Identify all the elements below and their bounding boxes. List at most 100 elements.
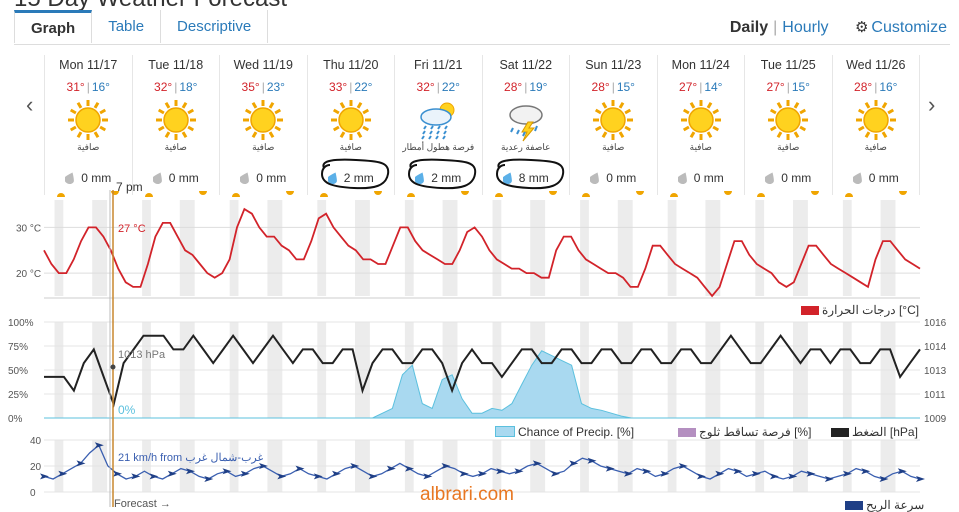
wind-direction-arrow xyxy=(916,476,925,482)
thunder-icon xyxy=(504,98,548,142)
sun-icon xyxy=(679,98,723,142)
customize-button[interactable]: ⚙ Customize xyxy=(855,19,947,36)
next-days-arrow-icon[interactable]: › xyxy=(928,92,936,117)
wind-direction-arrow xyxy=(58,470,68,477)
snow-legend[interactable]: فرصة تساقط ثلوج [%] xyxy=(678,425,811,439)
night-band xyxy=(179,200,195,296)
now-precip-label: 0% xyxy=(118,403,136,417)
y-tick-label: 25% xyxy=(8,390,28,401)
view-tabs: Graph Table Descriptive xyxy=(14,10,950,45)
precip-value: 0 mm xyxy=(256,171,287,185)
sun-icon xyxy=(766,98,810,142)
y-tick-label: 1009 xyxy=(924,414,947,425)
precip-amount: 0 mm xyxy=(833,171,920,185)
precip-amount: 0 mm xyxy=(133,171,220,185)
wind-direction-arrow xyxy=(277,473,287,480)
precip-amount: 0 mm xyxy=(220,171,307,185)
temp-separator: | xyxy=(174,80,178,94)
day-card[interactable]: Mon 11/24 27° | 14° صافية 0 mm xyxy=(658,55,745,197)
daily-toggle[interactable]: Daily xyxy=(729,19,769,36)
day-temps: 28° | 15° xyxy=(570,80,657,95)
wind-direction-arrow xyxy=(897,468,907,475)
wind-legend[interactable]: سرعة الريح xyxy=(845,498,924,512)
precip-value: 0 mm xyxy=(693,171,724,185)
raindrop-icon xyxy=(65,171,81,185)
y-tick-label: 0 xyxy=(30,488,36,499)
precip-amount: 0 mm xyxy=(570,171,657,185)
sunrise-sunset-markers xyxy=(669,191,732,197)
raindrop-icon xyxy=(240,171,256,185)
wind-direction-arrow xyxy=(459,470,469,477)
sunrise-sunset-markers xyxy=(144,191,207,197)
precip-legend-label: Chance of Precip. [%] xyxy=(518,425,635,439)
pressure-legend-swatch xyxy=(831,428,849,437)
night-band xyxy=(404,200,414,296)
precip-legend[interactable]: Chance of Precip. [%] xyxy=(495,425,634,439)
night-band xyxy=(317,200,327,296)
day-temps: 31° | 16° xyxy=(45,80,132,95)
low-temp: 23° xyxy=(266,80,285,94)
pressure-legend[interactable]: الضغط [hPa] xyxy=(831,425,918,439)
night-band xyxy=(880,200,896,296)
low-temp: 22° xyxy=(354,80,373,94)
raindrop-icon xyxy=(852,171,869,185)
precip-value: 8 mm xyxy=(518,171,549,185)
day-card[interactable]: Tue 11/25 27° | 15° صافية 0 mm xyxy=(745,55,833,197)
y-tick-label: 30 °C xyxy=(16,223,41,234)
high-temp: 28° xyxy=(591,80,610,94)
wind-direction-arrow xyxy=(441,463,451,469)
day-name: Sun 11/23 xyxy=(585,58,642,72)
wind-direction-arrow xyxy=(733,468,743,475)
day-name: Tue 11/25 xyxy=(760,58,816,72)
night-band xyxy=(142,200,151,296)
day-card[interactable]: Wed 11/19 35° | 23° صافية 0 mm xyxy=(220,55,308,197)
weather-description: صافية xyxy=(164,142,187,152)
wind-direction-arrow xyxy=(259,463,268,469)
raindrop-icon xyxy=(677,171,694,185)
high-temp: 27° xyxy=(679,80,698,94)
y-tick-label: 20 xyxy=(30,462,42,473)
tab-descriptive[interactable]: Descriptive xyxy=(161,10,269,43)
wind-legend-swatch xyxy=(845,501,863,510)
day-name: Mon 11/17 xyxy=(59,58,118,72)
y-tick-label: 0% xyxy=(8,414,23,425)
day-temps: 27° | 14° xyxy=(658,80,745,95)
day-card[interactable]: Wed 11/26 28° | 16° صافية 0 mm xyxy=(833,55,920,197)
precip-amount: 0 mm xyxy=(45,171,132,185)
prev-days-arrow-icon[interactable]: ‹ xyxy=(26,92,34,117)
hand-drawn-circle-annotation xyxy=(320,158,389,190)
low-temp: 15° xyxy=(791,80,810,94)
precip-amount: 0 mm xyxy=(745,171,832,185)
wind-direction-arrow xyxy=(861,468,871,475)
night-band xyxy=(530,200,546,296)
night-band xyxy=(54,200,64,296)
temperature-legend[interactable]: درجات الحرارة [°C] xyxy=(801,303,919,317)
weather-description: صافية xyxy=(602,142,625,152)
day-card[interactable]: Thu 11/20 33° | 22° صافية 2 mm xyxy=(308,55,395,197)
hourly-toggle[interactable]: Hourly xyxy=(782,19,829,36)
day-card[interactable]: Sat 11/22 28° | 19° عاصفة رعدية 8 mm xyxy=(483,55,570,197)
wind-direction-arrow xyxy=(697,473,706,480)
y-tick-label: 1014 xyxy=(924,342,947,353)
tab-table[interactable]: Table xyxy=(92,10,162,43)
day-card[interactable]: Fri 11/21 32° | 22° فرصة هطول أمطار 2 mm xyxy=(395,55,483,197)
day-name: Sat 11/22 xyxy=(499,58,553,72)
day-card[interactable]: Tue 11/18 32° | 18° صافية 0 mm xyxy=(133,55,220,197)
y-tick-label: 100% xyxy=(8,318,34,329)
hand-drawn-circle-annotation xyxy=(407,158,477,190)
day-card[interactable]: Mon 11/17 31° | 16° صافية 0 mm xyxy=(44,55,133,197)
wind-direction-arrow xyxy=(715,470,725,477)
wind-direction-arrow xyxy=(131,473,141,480)
night-band xyxy=(492,200,502,296)
rain-sun-icon xyxy=(416,98,460,142)
precip-value: 0 mm xyxy=(868,171,899,185)
night-band xyxy=(705,200,721,296)
wind-direction-arrow xyxy=(605,465,615,472)
view-options: Daily | Hourly ⚙ Customize xyxy=(730,18,947,37)
tab-graph[interactable]: Graph xyxy=(14,10,93,43)
day-card[interactable]: Sun 11/23 28° | 15° صافية 0 mm xyxy=(570,55,658,197)
sunrise-sunset-markers xyxy=(582,191,644,197)
high-temp: 31° xyxy=(66,80,85,94)
wind-legend-label: سرعة الريح xyxy=(866,498,925,512)
weather-description: فرصة هطول أمطار xyxy=(402,142,475,152)
